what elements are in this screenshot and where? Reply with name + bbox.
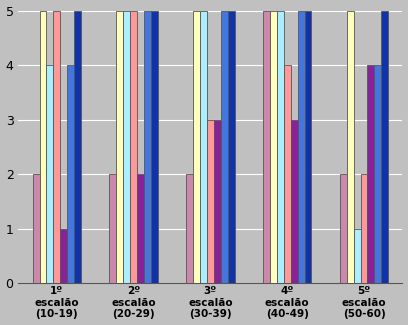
Bar (116, 10, 123, 283)
Bar (368, 65, 375, 283)
Bar (109, 174, 116, 283)
Bar (297, 10, 304, 283)
Bar (361, 174, 368, 283)
Bar (270, 10, 277, 283)
Bar (186, 174, 193, 283)
Bar (354, 229, 361, 283)
Bar (53, 10, 60, 283)
Bar (47, 65, 53, 283)
Bar (347, 10, 354, 283)
Bar (214, 120, 221, 283)
Bar (60, 229, 67, 283)
Bar (123, 10, 130, 283)
Bar (284, 65, 290, 283)
Bar (137, 174, 144, 283)
Bar (375, 65, 381, 283)
Bar (277, 10, 284, 283)
Bar (207, 120, 214, 283)
Bar (74, 10, 81, 283)
Bar (200, 10, 207, 283)
Bar (381, 10, 388, 283)
Bar (151, 10, 158, 283)
Bar (40, 10, 47, 283)
Bar (33, 174, 40, 283)
Bar (228, 10, 235, 283)
Bar (130, 10, 137, 283)
Bar (263, 10, 270, 283)
Bar (290, 120, 297, 283)
Bar (221, 10, 228, 283)
Bar (304, 10, 311, 283)
Bar (340, 174, 347, 283)
Bar (144, 10, 151, 283)
Bar (67, 65, 74, 283)
Bar (193, 10, 200, 283)
